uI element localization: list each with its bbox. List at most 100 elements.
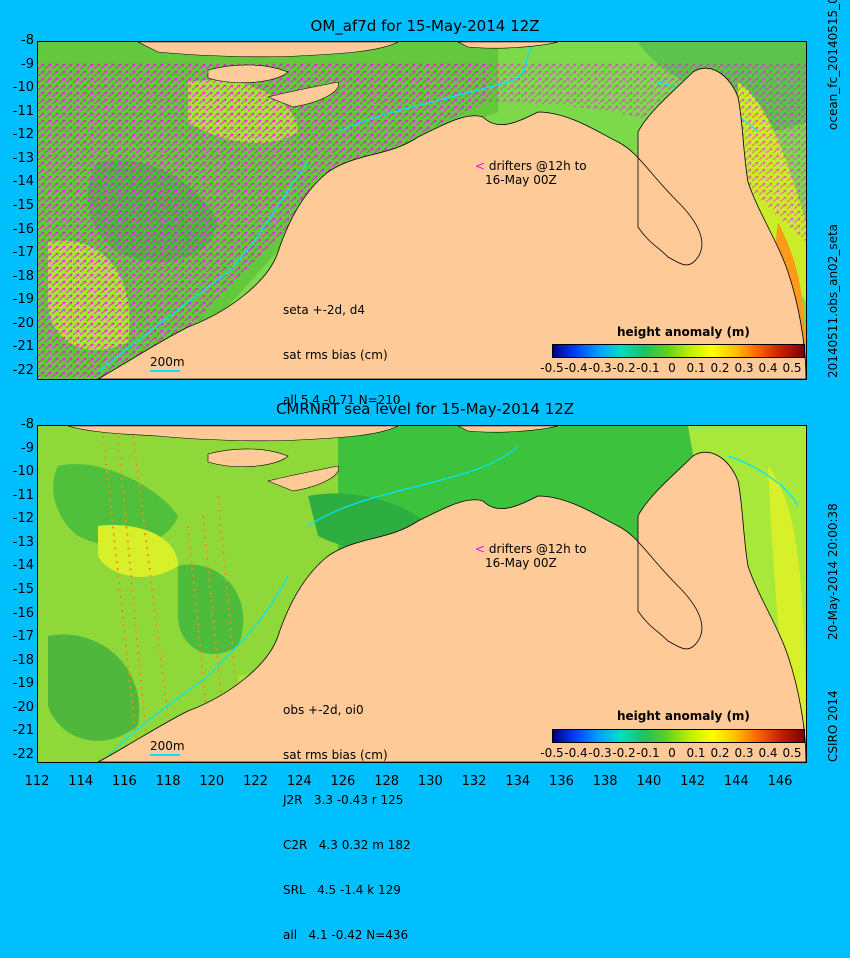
colorbar-tick-label: -0.5	[540, 361, 564, 375]
y-tick-label: -15	[12, 582, 34, 597]
colorbar-tick-label: 0.2	[710, 746, 730, 760]
y-tick-label: -12	[12, 127, 34, 143]
colorbar-tick-label: -0.1	[636, 746, 660, 760]
x-tick-label: 134	[505, 774, 531, 789]
drifters-line: < drifters @12h to	[475, 159, 587, 173]
bottom-map-panel[interactable]	[37, 425, 807, 763]
colorbar-tick-label: 0.3	[734, 746, 754, 760]
top-colorbar-title: height anomaly (m)	[617, 325, 750, 339]
y-tick-label: -17	[12, 245, 34, 261]
colorbar-tick-label: -0.3	[588, 361, 612, 375]
y-tick-label: -9	[21, 56, 34, 72]
bottom-annotation-line: sat rms bias (cm)	[283, 748, 388, 762]
x-tick-label: 116	[111, 774, 137, 789]
y-tick-label: -22	[12, 747, 34, 762]
top-annotation-line: seta +-2d, d4	[283, 303, 366, 317]
y-tick-label: -11	[12, 487, 34, 503]
y-tick-label: -10	[12, 80, 34, 96]
colorbar-tick-label: -0.1	[636, 361, 660, 375]
y-tick-label: -10	[12, 464, 34, 480]
colorbar-tick-label: 0.5	[782, 361, 802, 375]
bottom-annotation-line: J2R 3.3 -0.43 r 125	[283, 793, 404, 807]
bottom-colorbar	[552, 729, 805, 743]
sumba-island	[207, 448, 289, 467]
isobath-200m	[307, 445, 519, 527]
x-tick-label: 142	[680, 774, 705, 789]
x-axis-labels: 112 114 116 118 120 122 124 126 128 130 132 134 136 1…	[25, 774, 805, 790]
bottom-annotation-line: SRL 4.5 -1.4 k 129	[283, 883, 401, 897]
x-tick-label: 138	[592, 774, 618, 789]
bottom-colorbar-ticks: -0.5 -0.4 -0.3 -0.2 -0.1 0 0.1 0.2 0.3 0.4 0.5	[540, 746, 803, 760]
y-tick-label: -19	[12, 676, 34, 692]
top-scale-label: 200m	[150, 355, 185, 372]
y-tick-label: -11	[12, 103, 34, 119]
drifters-line: 16-May 00Z	[485, 556, 557, 570]
y-tick-label: -8	[21, 33, 34, 48]
x-tick-label: 140	[636, 774, 662, 789]
y-tick-label: -9	[21, 440, 34, 456]
x-tick-label: 120	[199, 774, 225, 789]
top-annotation: seta +-2d, d4 sat rms bias (cm) all 5.4 …	[283, 273, 401, 423]
y-tick-label: -18	[12, 268, 34, 284]
drifters-line: 16-May 00Z	[485, 173, 557, 187]
australia-land	[97, 451, 806, 762]
bottom-drifters-label: < drifters @12h to 16-May 00Z	[475, 542, 587, 570]
y-tick-label: -17	[12, 629, 34, 645]
top-side-label-upper: ocean_fc_20140515_000	[826, 0, 840, 130]
x-tick-label: 144	[723, 774, 749, 789]
isobath-200m	[337, 42, 539, 133]
y-tick-label: -20	[12, 315, 34, 331]
bottom-annotation-line: all 4.1 -0.42 N=436	[283, 928, 409, 942]
x-tick-label: 122	[243, 774, 268, 789]
colorbar-tick-label: 0.4	[758, 361, 778, 375]
top-side-label-lower: 20140511.obs_an02_seta	[826, 223, 840, 378]
top-map-svg	[38, 42, 806, 379]
bottom-panel-title: CMRNRT sea level for 15-May-2014 12Z	[275, 400, 575, 418]
bottom-colorbar-title: height anomaly (m)	[617, 709, 750, 723]
y-tick-label: -16	[12, 221, 34, 237]
x-tick-label: 124	[286, 774, 312, 789]
bottom-annotation-line: obs +-2d, oi0	[283, 703, 364, 717]
top-map-panel[interactable]	[37, 41, 807, 380]
bottom-annotation-line: C2R 4.3 0.32 m 182	[283, 838, 411, 852]
indonesia-land	[67, 426, 399, 442]
bottom-y-axis: -8 -9 -10 -11 -12 -13 -14 -15 -16 -17 -18 -19 -20 -21…	[0, 418, 34, 762]
timor-island	[267, 81, 340, 108]
y-tick-label: -19	[12, 292, 34, 308]
bottom-scale-label: 200m	[150, 739, 185, 756]
bottom-side-label-lower: CSIRO 2014	[826, 690, 840, 762]
colorbar-tick-label: 0.4	[758, 746, 778, 760]
colorbar-tick-label: -0.5	[540, 746, 564, 760]
y-tick-label: -14	[12, 558, 34, 574]
top-panel-title: OM_af7d for 15-May-2014 12Z	[310, 17, 540, 35]
x-tick-label: 130	[417, 774, 443, 789]
colorbar-tick-label: 0	[668, 746, 676, 760]
bottom-map-svg	[38, 426, 806, 762]
y-tick-label: -20	[12, 699, 34, 715]
australia-land	[97, 67, 806, 379]
colorbar-tick-label: -0.4	[564, 361, 588, 375]
colorbar-tick-label: -0.2	[612, 361, 636, 375]
y-tick-label: -22	[12, 363, 34, 378]
x-tick-label: 126	[330, 774, 356, 789]
colorbar-tick-label: -0.4	[564, 746, 588, 760]
colorbar-tick-label: 0.2	[710, 361, 730, 375]
y-tick-label: -18	[12, 652, 34, 668]
y-tick-label: -12	[12, 511, 34, 527]
x-tick-label: 114	[68, 774, 94, 789]
colorbar-tick-label: 0.3	[734, 361, 754, 375]
x-tick-label: 118	[155, 774, 181, 789]
colorbar-tick-label: -0.2	[612, 746, 636, 760]
y-tick-label: -14	[12, 174, 34, 190]
bottom-annotation: obs +-2d, oi0 sat rms bias (cm) J2R 3.3 …	[283, 673, 411, 958]
colorbar-tick-label: 0	[668, 361, 676, 375]
x-tick-label: 128	[374, 774, 400, 789]
x-tick-label: 132	[461, 774, 487, 789]
drifters-line: < drifters @12h to	[475, 542, 587, 556]
sumba-island	[207, 64, 289, 83]
x-tick-label: 112	[24, 774, 50, 789]
y-tick-label: -13	[12, 534, 34, 550]
colorbar-tick-label: -0.3	[588, 746, 612, 760]
y-tick-label: -15	[12, 198, 34, 213]
top-y-axis: -8 -9 -10 -11 -12 -13 -14 -15 -16 -17 -18 -19 -20 -21…	[0, 33, 34, 378]
